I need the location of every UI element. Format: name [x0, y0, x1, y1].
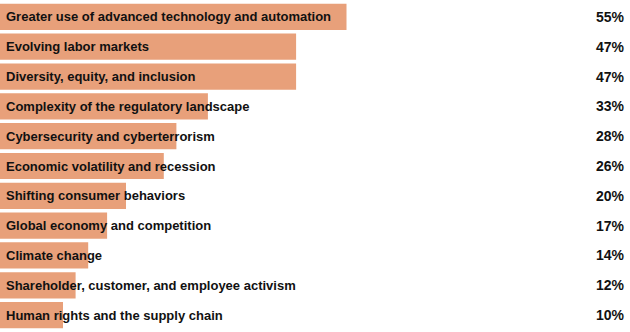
svg-text:47%: 47% [596, 69, 625, 85]
svg-text:Complexity of the regulatory l: Complexity of the regulatory landscape [6, 99, 249, 114]
svg-text:28%: 28% [596, 128, 625, 144]
svg-text:26%: 26% [596, 158, 625, 174]
svg-text:17%: 17% [596, 218, 625, 234]
svg-text:Greater use of advanced techno: Greater use of advanced technology and a… [6, 9, 331, 24]
svg-text:33%: 33% [596, 98, 625, 114]
svg-text:Cybersecurity and cyberterrori: Cybersecurity and cyberterrorism [6, 129, 215, 144]
svg-text:10%: 10% [596, 307, 625, 323]
svg-text:55%: 55% [596, 9, 625, 25]
svg-text:Shareholder, customer, and emp: Shareholder, customer, and employee acti… [6, 278, 296, 293]
svg-text:12%: 12% [596, 277, 625, 293]
svg-text:Global economy and competition: Global economy and competition [6, 218, 211, 233]
svg-text:Climate change: Climate change [6, 248, 102, 263]
svg-text:Economic volatility and recess: Economic volatility and recession [6, 159, 216, 174]
svg-text:Diversity, equity, and inclusi: Diversity, equity, and inclusion [6, 69, 196, 84]
svg-text:14%: 14% [596, 247, 625, 263]
svg-text:47%: 47% [596, 39, 625, 55]
svg-text:20%: 20% [596, 188, 625, 204]
svg-text:Evolving labor markets: Evolving labor markets [6, 39, 149, 54]
svg-text:Shifting consumer behaviors: Shifting consumer behaviors [6, 188, 185, 203]
svg-text:Human rights and the supply ch: Human rights and the supply chain [6, 308, 223, 323]
